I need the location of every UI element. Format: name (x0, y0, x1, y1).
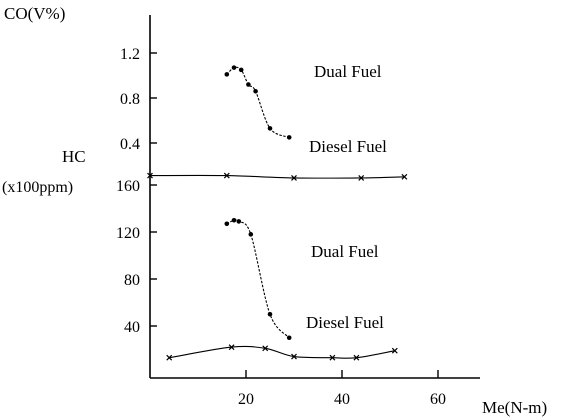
x-tick-label: 60 (430, 391, 446, 408)
hc-axis-title: HC (62, 147, 86, 166)
hc-diesel-fuel-upper-point (401, 173, 408, 180)
hc-diesel-fuel-upper-point (223, 172, 230, 179)
hc-y-tick-label: 80 (124, 272, 140, 289)
hc-diesel-fuel-label: Diesel Fuel (306, 313, 384, 332)
hc-diesel-fuel-lower-point (291, 353, 297, 360)
hc-diesel-fuel-lower-point (262, 345, 269, 352)
x-axis-title: Me(N-m) (482, 398, 547, 417)
co-dual-fuel-label: Dual Fuel (314, 62, 382, 81)
co-diesel-fuel-label: Diesel Fuel (309, 137, 387, 156)
co-y-tick-label: 0.4 (120, 136, 140, 153)
x-tick-label: 20 (238, 391, 254, 408)
hc-y-tick-label: 160 (116, 178, 140, 195)
co-axis-title: CO(V%) (4, 4, 65, 23)
co-dual-fuel-point (238, 67, 244, 73)
hc-diesel-fuel-lower-point (228, 344, 235, 351)
hc-dual-fuel-point (224, 221, 230, 227)
hc-diesel-fuel-upper-point (291, 175, 297, 181)
co-dual-fuel-point (286, 135, 292, 140)
co-dual-fuel-point (267, 126, 273, 131)
hc-axis-unit: (x100ppm) (2, 179, 73, 196)
co-dual-fuel-point (253, 88, 258, 94)
hc-diesel-fuel-upper-line (149, 174, 405, 179)
hc-diesel-fuel-lower-point (166, 354, 173, 361)
hc-dual-fuel-point (267, 311, 273, 317)
hc-diesel-fuel-lower-point (391, 347, 398, 354)
co-dual-fuel-point (224, 72, 230, 77)
hc-dual-fuel-point (231, 217, 237, 223)
co-dual-fuel-point (246, 82, 251, 87)
hc-diesel-fuel-lower-line (169, 345, 395, 359)
hc-dual-fuel-point (286, 335, 292, 341)
co-y-tick-label: 0.8 (120, 91, 140, 108)
co-dual-fuel-line (226, 66, 290, 138)
hc-diesel-fuel-lower-point (353, 354, 360, 361)
hc-diesel-fuel-upper-point (358, 175, 365, 181)
hc-dual-fuel-point (236, 219, 242, 224)
hc-y-tick-label: 120 (116, 225, 140, 242)
co-y-tick-label: 1.2 (120, 46, 140, 63)
co-dual-fuel-point (231, 65, 237, 70)
hc-y-tick-label: 40 (124, 319, 140, 336)
hc-dual-fuel-line (226, 219, 290, 339)
hc-dual-fuel-point (248, 232, 254, 237)
hc-diesel-fuel-upper-point (147, 172, 153, 179)
x-tick-label: 40 (334, 391, 350, 408)
hc-diesel-fuel-lower-point (329, 354, 336, 361)
hc-dual-fuel-label: Dual Fuel (311, 242, 379, 261)
